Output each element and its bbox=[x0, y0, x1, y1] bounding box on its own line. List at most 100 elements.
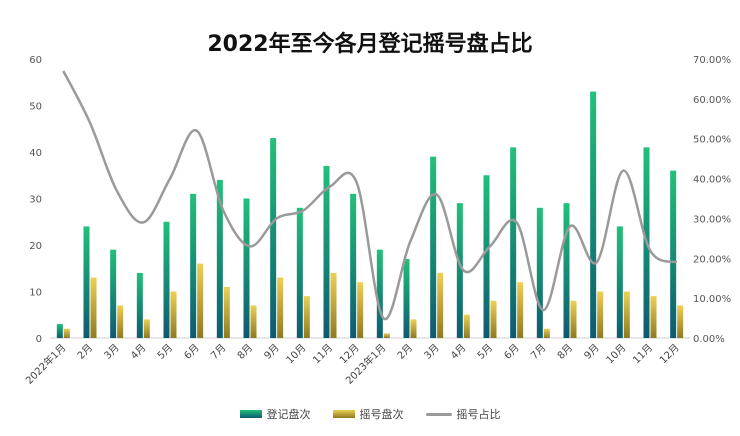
bar-registered bbox=[403, 258, 410, 338]
bar-registered bbox=[83, 226, 90, 338]
y-right-tick-label: 60.00% bbox=[693, 95, 731, 106]
y-right-tick-label: 10.00% bbox=[693, 294, 731, 305]
y-right-tick-label: 70.00% bbox=[693, 55, 731, 66]
legend-swatch-lottery bbox=[332, 410, 355, 418]
bar-lottery bbox=[410, 319, 417, 338]
x-tick-label: 2022年1月 bbox=[23, 341, 69, 387]
bar-registered bbox=[56, 324, 63, 338]
legend-item-lottery: 摇号盘次 bbox=[332, 406, 404, 422]
bar-registered bbox=[110, 249, 117, 338]
y-left-tick-label: 60 bbox=[29, 55, 42, 66]
bar-lottery bbox=[463, 314, 470, 338]
bar-registered bbox=[536, 207, 543, 338]
bar-registered bbox=[296, 207, 303, 338]
y-left-tick-label: 30 bbox=[29, 195, 42, 206]
x-tick-label: 6月 bbox=[502, 342, 522, 362]
bar-registered bbox=[216, 179, 223, 338]
x-tick-label: 2月 bbox=[395, 342, 415, 362]
x-tick-label: 9月 bbox=[582, 342, 602, 362]
bar-registered bbox=[510, 147, 517, 338]
x-tick-label: 3月 bbox=[102, 342, 122, 362]
bar-registered bbox=[163, 221, 170, 338]
bar-registered bbox=[243, 198, 250, 338]
y-left-tick-label: 10 bbox=[29, 288, 42, 299]
y-axis-left: 0 10 20 30 40 50 60 bbox=[29, 55, 42, 345]
bar-lottery bbox=[117, 305, 124, 338]
bar-registered bbox=[350, 193, 357, 338]
bar-lottery bbox=[250, 305, 257, 338]
x-tick-label: 11月 bbox=[311, 342, 336, 367]
bar-lottery bbox=[330, 272, 337, 338]
bar-registered bbox=[563, 203, 570, 338]
x-tick-label: 8月 bbox=[555, 342, 575, 362]
bar-registered bbox=[430, 156, 437, 338]
bar-registered bbox=[456, 203, 463, 338]
x-tick-label: 10月 bbox=[284, 342, 309, 367]
legend-item-registered: 登记盘次 bbox=[239, 406, 311, 422]
bar-lottery bbox=[543, 328, 550, 338]
bar-registered bbox=[323, 165, 330, 338]
y-left-tick-label: 0 bbox=[36, 334, 42, 345]
legend-swatch-registered bbox=[239, 410, 262, 418]
y-left-tick-label: 20 bbox=[29, 241, 42, 252]
series-ratio-line bbox=[62, 70, 678, 321]
bar-lottery bbox=[517, 282, 524, 338]
bar-registered bbox=[483, 175, 490, 338]
bar-lottery bbox=[90, 277, 97, 338]
bar-lottery bbox=[223, 286, 230, 338]
legend-swatch-ratio bbox=[425, 412, 452, 416]
bar-registered bbox=[590, 91, 597, 338]
legend-item-ratio: 摇号占比 bbox=[425, 406, 501, 422]
bar-lottery bbox=[597, 291, 604, 338]
bar-registered bbox=[190, 193, 197, 338]
bar-lottery bbox=[677, 305, 684, 338]
bar-lottery bbox=[303, 296, 310, 338]
legend-label-ratio: 摇号占比 bbox=[456, 408, 501, 421]
x-tick-label: 12月 bbox=[657, 342, 682, 367]
x-tick-label: 11月 bbox=[631, 342, 656, 367]
legend-label-lottery: 摇号盘次 bbox=[359, 408, 404, 421]
y-axis-right: 0.00% 10.00% 20.00% 30.00% 40.00% 50.00% 60.00… bbox=[693, 55, 731, 345]
bar-registered bbox=[616, 226, 623, 338]
x-tick-label: 6月 bbox=[182, 342, 202, 362]
y-right-tick-label: 50.00% bbox=[693, 135, 731, 146]
x-tick-label: 12月 bbox=[337, 342, 362, 367]
bar-lottery bbox=[570, 300, 577, 338]
bar-registered bbox=[376, 249, 383, 338]
bar-lottery bbox=[197, 263, 204, 338]
x-tick-label: 9月 bbox=[262, 342, 282, 362]
y-right-tick-label: 30.00% bbox=[693, 214, 731, 225]
legend: 登记盘次 摇号盘次 摇号占比 bbox=[0, 406, 740, 422]
y-right-tick-label: 20.00% bbox=[693, 254, 731, 265]
bar-lottery bbox=[437, 272, 444, 338]
bar-registered bbox=[136, 272, 143, 338]
x-tick-label: 8月 bbox=[235, 342, 255, 362]
bar-lottery bbox=[277, 277, 284, 338]
x-tick-label: 7月 bbox=[528, 342, 548, 362]
bar-lottery bbox=[383, 333, 390, 338]
bar-lottery bbox=[143, 319, 150, 338]
chart-title: 2022年至今各月登记摇号盘占比 bbox=[207, 32, 533, 57]
bar-lottery bbox=[623, 291, 630, 338]
x-tick-label: 4月 bbox=[128, 342, 148, 362]
series-lottery-bars bbox=[63, 263, 684, 338]
x-tick-label: 5月 bbox=[475, 342, 495, 362]
y-left-tick-label: 40 bbox=[29, 148, 42, 159]
y-right-tick-label: 0.00% bbox=[693, 334, 725, 345]
bar-lottery bbox=[650, 296, 657, 338]
bar-registered bbox=[270, 138, 277, 338]
x-tick-label: 5月 bbox=[155, 342, 175, 362]
bar-registered bbox=[670, 170, 677, 338]
legend-label-registered: 登记盘次 bbox=[266, 408, 311, 421]
x-tick-label: 3月 bbox=[422, 342, 442, 362]
x-tick-label: 10月 bbox=[604, 342, 629, 367]
y-left-tick-label: 50 bbox=[29, 102, 42, 113]
bar-lottery bbox=[63, 328, 70, 338]
x-tick-label: 2月 bbox=[75, 342, 95, 362]
x-tick-label: 7月 bbox=[208, 342, 228, 362]
series-registered-bars bbox=[56, 91, 677, 338]
bar-lottery bbox=[490, 300, 497, 338]
x-tick-label: 4月 bbox=[448, 342, 468, 362]
y-right-tick-label: 40.00% bbox=[693, 175, 731, 186]
